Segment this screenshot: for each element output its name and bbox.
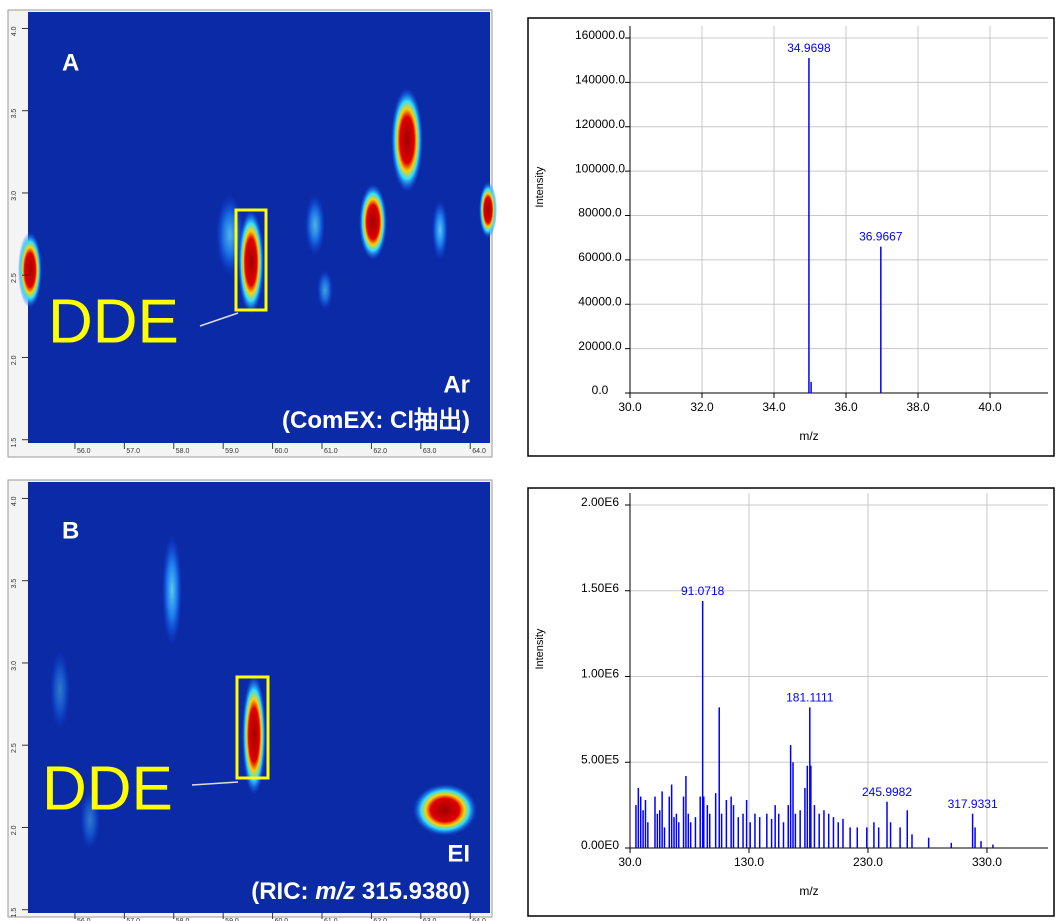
peak-label: 36.9667 [859, 230, 903, 244]
caption: (ComEX: Cl抽出) [282, 407, 470, 434]
y-tick-label: 0.00E0 [581, 838, 619, 852]
method: EI [447, 840, 470, 867]
y-tick-label: 100000.0 [575, 161, 625, 175]
peak-label: 181.1111 [786, 691, 834, 705]
x-tick-label: 36.0 [834, 400, 858, 414]
y-tick-label: 2.00E6 [581, 495, 619, 509]
annotation: DDE [48, 287, 179, 356]
x-tick-label: 130.0 [734, 855, 764, 869]
x-tick-label: 61.0 [324, 448, 338, 455]
x-tick-label: 330.0 [972, 855, 1002, 869]
y-tick-label: 80000.0 [578, 206, 622, 220]
peak-label: 34.9698 [787, 41, 831, 55]
x-tick-label: 59.0 [225, 448, 239, 455]
x-tick-label: 30.0 [618, 400, 642, 414]
x-tick-label: 34.0 [762, 400, 786, 414]
figure: A DDE Ar (ComEX: Cl抽出) B DDE EI (RIC: m/… [0, 0, 1058, 921]
x-tick-label: 40.0 [978, 400, 1002, 414]
y-axis-title: Intensity [534, 166, 546, 207]
caption-part: m/z [315, 878, 355, 905]
y-tick-label: 140000.0 [575, 73, 625, 87]
annotation: DDE [42, 754, 173, 823]
y-tick-label: 2.0 [11, 355, 18, 365]
y-axis-title: Intensity [534, 628, 546, 669]
x-tick-label: 62.0 [373, 448, 387, 455]
y-tick-label: 60000.0 [578, 250, 622, 264]
y-tick-label: 2.0 [11, 825, 18, 835]
peak-label: 317.9331 [948, 797, 998, 811]
y-tick-label: 1.5 [11, 908, 18, 918]
y-tick-label: 2.5 [11, 743, 18, 753]
x-tick-label: 57.0 [126, 448, 140, 455]
y-tick-label: 40000.0 [578, 294, 622, 308]
x-tick-label: 30.0 [618, 855, 642, 869]
panel-label: B [62, 517, 79, 544]
y-tick-label: 5.00E5 [581, 752, 619, 766]
y-tick-label: 3.5 [11, 579, 18, 589]
y-tick-label: 160000.0 [575, 28, 625, 42]
caption-part: (ComEX: Cl抽出) [282, 407, 470, 434]
y-tick-label: 4.0 [11, 26, 18, 36]
method: Ar [443, 371, 470, 398]
x-tick-label: 38.0 [906, 400, 930, 414]
y-tick-label: 1.50E6 [581, 581, 619, 595]
x-tick-label: 32.0 [690, 400, 714, 414]
y-tick-label: 3.5 [11, 109, 18, 119]
peak-label: 245.9982 [862, 785, 912, 799]
y-tick-label: 3.0 [11, 661, 18, 671]
x-tick-label: 64.0 [472, 448, 486, 455]
peak-label: 91.0718 [681, 584, 725, 598]
x-axis-title: m/z [799, 884, 818, 898]
y-tick-label: 20000.0 [578, 339, 622, 353]
y-tick-label: 4.0 [11, 496, 18, 506]
x-tick-label: 60.0 [275, 448, 289, 455]
x-tick-label: 56.0 [77, 448, 91, 455]
x-tick-label: 58.0 [176, 448, 190, 455]
caption: (RIC: m/z 315.9380) [251, 878, 470, 905]
caption-part: 315.9380) [355, 878, 470, 905]
y-tick-label: 120000.0 [575, 117, 625, 131]
caption-part: (RIC: [251, 878, 315, 905]
y-tick-label: 2.5 [11, 273, 18, 283]
x-tick-label: 230.0 [853, 855, 883, 869]
y-tick-label: 0.0 [592, 383, 609, 397]
y-tick-label: 3.0 [11, 191, 18, 201]
x-axis-title: m/z [799, 429, 818, 443]
y-tick-label: 1.5 [11, 438, 18, 448]
y-tick-label: 1.00E6 [581, 667, 619, 681]
panel-label: A [62, 49, 79, 76]
x-tick-label: 63.0 [423, 448, 437, 455]
